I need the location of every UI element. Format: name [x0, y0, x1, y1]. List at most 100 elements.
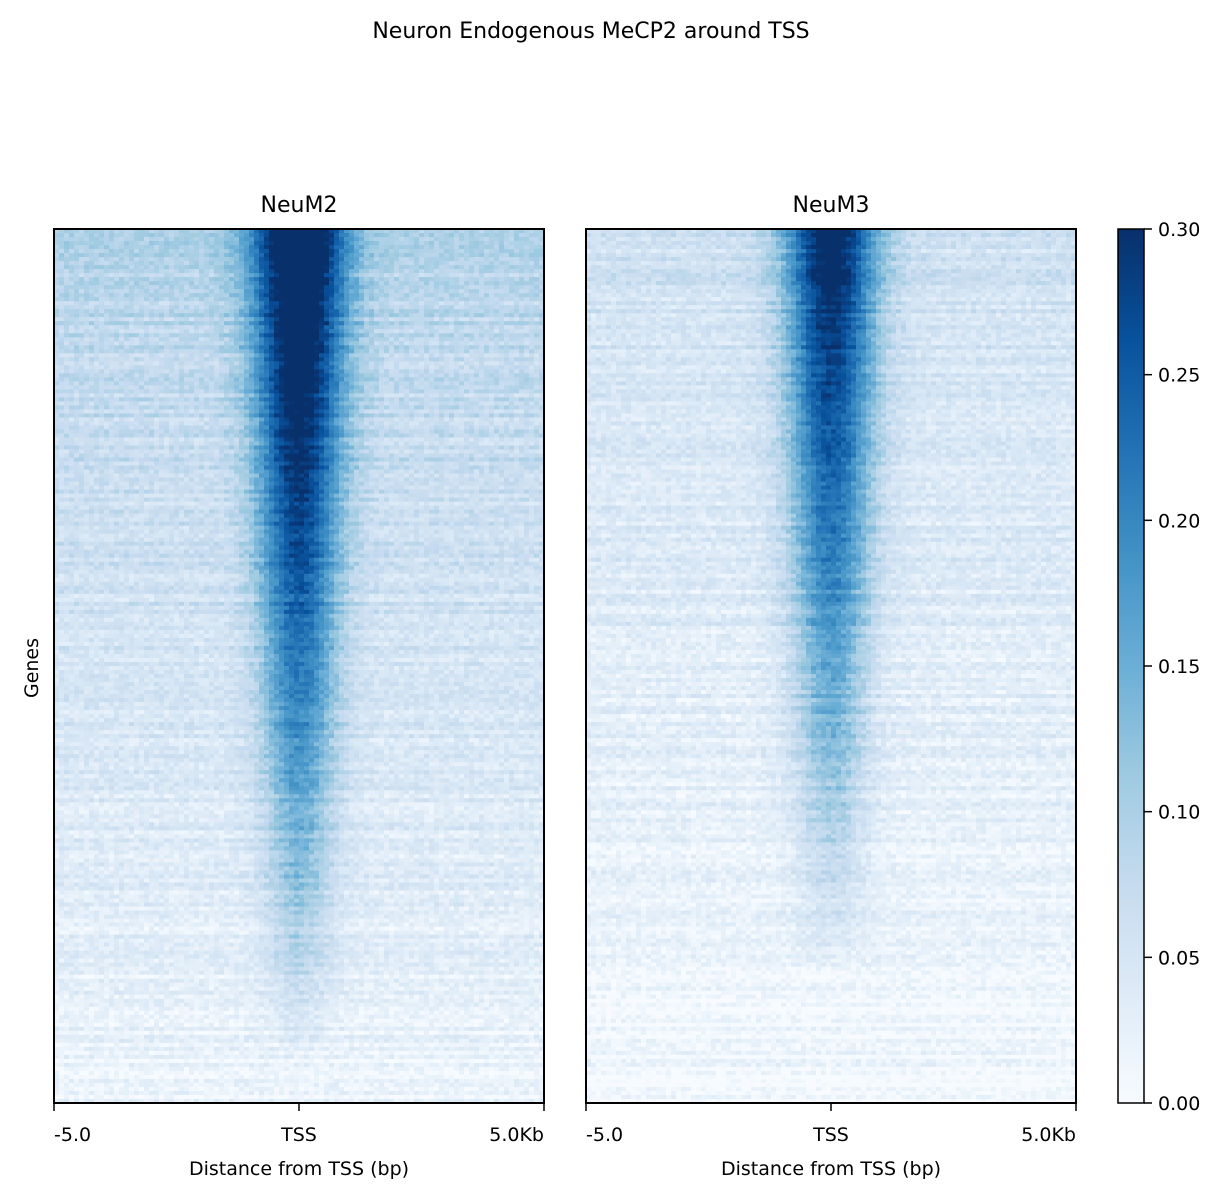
heatmap-cell [259, 269, 265, 274]
heatmap-cell [239, 249, 245, 254]
heatmap-cell [299, 265, 305, 270]
heatmap-cell [529, 249, 535, 254]
heatmap-cell [529, 257, 535, 262]
heatmap-cell [204, 265, 210, 270]
heatmap-cell [69, 245, 75, 250]
heatmap-cell [454, 245, 460, 250]
heatmap-cell [294, 261, 300, 266]
heatmap-cell [504, 261, 510, 266]
heatmap-cell [319, 257, 325, 262]
heatmap-cell [384, 241, 390, 246]
heatmap-cell [299, 249, 305, 254]
heatmap-cell [309, 241, 315, 246]
heatmap-cell [389, 257, 395, 262]
heatmap-cell [324, 257, 330, 262]
heatmap-cell [184, 257, 190, 262]
heatmap-cell [504, 253, 510, 258]
heatmap-cell [369, 257, 375, 262]
heatmap-cell [479, 265, 485, 270]
heatmap-cell [129, 269, 135, 274]
heatmap-cell [529, 237, 535, 242]
heatmap-cell [69, 233, 75, 238]
heatmap-cell [209, 241, 215, 246]
heatmap-cell [359, 241, 365, 246]
heatmap-cell [424, 253, 430, 258]
heatmap-cell [139, 257, 145, 262]
heatmap-cell [319, 233, 325, 238]
heatmap-cell [519, 245, 525, 250]
heatmap-cell [229, 237, 235, 242]
heatmap-cell [399, 249, 405, 254]
heatmap-cell [224, 245, 230, 250]
heatmap-cell [309, 237, 315, 242]
heatmap-cell [494, 241, 500, 246]
heatmap-cell [169, 253, 175, 258]
heatmap-cell [149, 269, 155, 274]
heatmap-cell [124, 249, 130, 254]
heatmap-cell [519, 233, 525, 238]
heatmap-cell [209, 269, 215, 274]
heatmap-cell [434, 265, 440, 270]
heatmap-cell [364, 249, 370, 254]
heatmap-cell [104, 233, 110, 238]
heatmap-cell [289, 265, 295, 270]
heatmap-cell [84, 269, 90, 274]
heatmap-cell [194, 253, 200, 258]
heatmap-cell [334, 257, 340, 262]
heatmap-cell [374, 253, 380, 258]
heatmap-cell [89, 249, 95, 254]
heatmap-cell [144, 249, 150, 254]
heatmap-cell [404, 257, 410, 262]
heatmap-cell [219, 253, 225, 258]
heatmap-cell [134, 233, 140, 238]
heatmap-cell [349, 261, 355, 266]
heatmap-cell [519, 261, 525, 266]
heatmap-cell [119, 233, 125, 238]
heatmap-cell [424, 233, 430, 238]
heatmap-cell [499, 253, 505, 258]
heatmap-cell [304, 237, 310, 242]
heatmap-cell [184, 241, 190, 246]
heatmap-cell [154, 269, 160, 274]
heatmap-cell [119, 249, 125, 254]
heatmap-cell [429, 253, 435, 258]
heatmap-cell [169, 269, 175, 274]
heatmap-cell [459, 265, 465, 270]
heatmap-cell [434, 241, 440, 246]
heatmap-cell [339, 265, 345, 270]
heatmap-cell [434, 233, 440, 238]
heatmap-cell [64, 253, 70, 258]
heatmap-cell [214, 245, 220, 250]
heatmap-cell [84, 265, 90, 270]
heatmap-cell [484, 269, 490, 274]
heatmap-cell [184, 261, 190, 266]
heatmap-cell [164, 265, 170, 270]
heatmap-cell [309, 261, 315, 266]
heatmap-cell [199, 249, 205, 254]
heatmap-cell [124, 269, 130, 274]
heatmap-cell [144, 265, 150, 270]
heatmap-cell [114, 241, 120, 246]
heatmap-cell [409, 257, 415, 262]
heatmap-cell [434, 257, 440, 262]
heatmap-cell [429, 269, 435, 274]
heatmap-cell [249, 253, 255, 258]
heatmap-cell [504, 245, 510, 250]
heatmap-cell [529, 241, 535, 246]
heatmap-cell [104, 257, 110, 262]
heatmap-cell [524, 237, 530, 242]
heatmap-cell [509, 261, 515, 266]
heatmap-cell [439, 265, 445, 270]
heatmap-cell [274, 253, 280, 258]
heatmap-cell [319, 245, 325, 250]
heatmap-cell [459, 257, 465, 262]
heatmap-cell [299, 237, 305, 242]
heatmap-cell [184, 265, 190, 270]
heatmap-cell [369, 245, 375, 250]
heatmap-cell [519, 269, 525, 274]
heatmap-cell [69, 253, 75, 258]
heatmap-cell [79, 237, 85, 242]
heatmap-cell [159, 261, 165, 266]
heatmap-cell [249, 249, 255, 254]
heatmap-cell [274, 257, 280, 262]
